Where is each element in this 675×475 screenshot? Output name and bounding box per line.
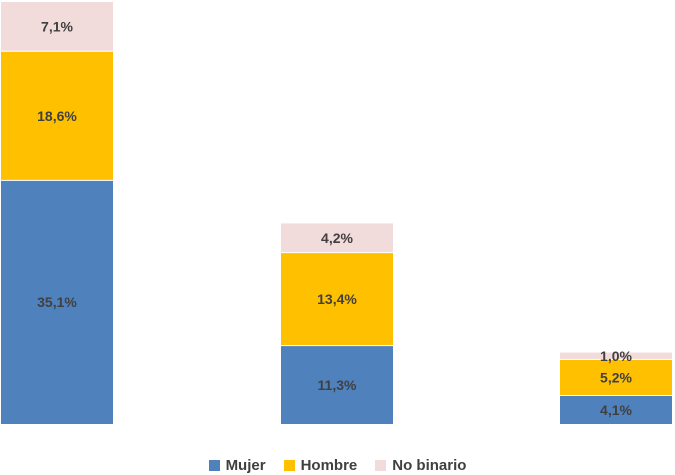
legend-item-mujer: Mujer	[208, 456, 266, 474]
bar-hombre-3	[560, 359, 672, 396]
legend-item-no-binario: No binario	[375, 457, 466, 474]
legend-swatch-hombre	[283, 459, 295, 471]
legend-item-hombre: Hombre	[283, 456, 358, 474]
data-label-no-binario-1: 7,1%	[41, 19, 73, 35]
legend-label-no-binario: No binario	[392, 456, 467, 474]
data-label-hombre-3: 5,2%	[600, 369, 632, 385]
bar-hombre-2	[281, 252, 393, 346]
bar-mujer-1	[1, 180, 113, 424]
data-label-no-binario-2: 4,2%	[321, 230, 353, 246]
data-label-no-binario-3: 1,0%	[600, 348, 632, 364]
bar-no-binario-3	[560, 352, 672, 360]
legend-swatch-no-binario	[375, 459, 387, 471]
data-label-hombre-1: 18,6%	[37, 108, 77, 124]
data-label-mujer-1: 35,1%	[37, 294, 77, 310]
legend-label-mujer: Mujer	[225, 456, 266, 474]
legend-swatch-mujer	[208, 459, 220, 471]
data-label-hombre-2: 13,4%	[317, 291, 357, 307]
bar-no-binario-1	[1, 1, 113, 52]
bars-group: 35,1% 18,6% 7,1% 11,3% 13,4% 4,2% 4,1% 5,2% 1,0%	[1, 1, 672, 424]
bar-mujer-2	[281, 345, 393, 424]
legend-label-hombre: Hombre	[300, 456, 358, 474]
bar-hombre-1	[1, 51, 113, 181]
data-label-mujer-3: 4,1%	[600, 402, 632, 418]
data-label-mujer-2: 11,3%	[318, 377, 357, 393]
bar-mujer-3	[560, 395, 672, 424]
bar-no-binario-2	[281, 223, 393, 253]
legend: Mujer Hombre No binario	[0, 455, 675, 475]
